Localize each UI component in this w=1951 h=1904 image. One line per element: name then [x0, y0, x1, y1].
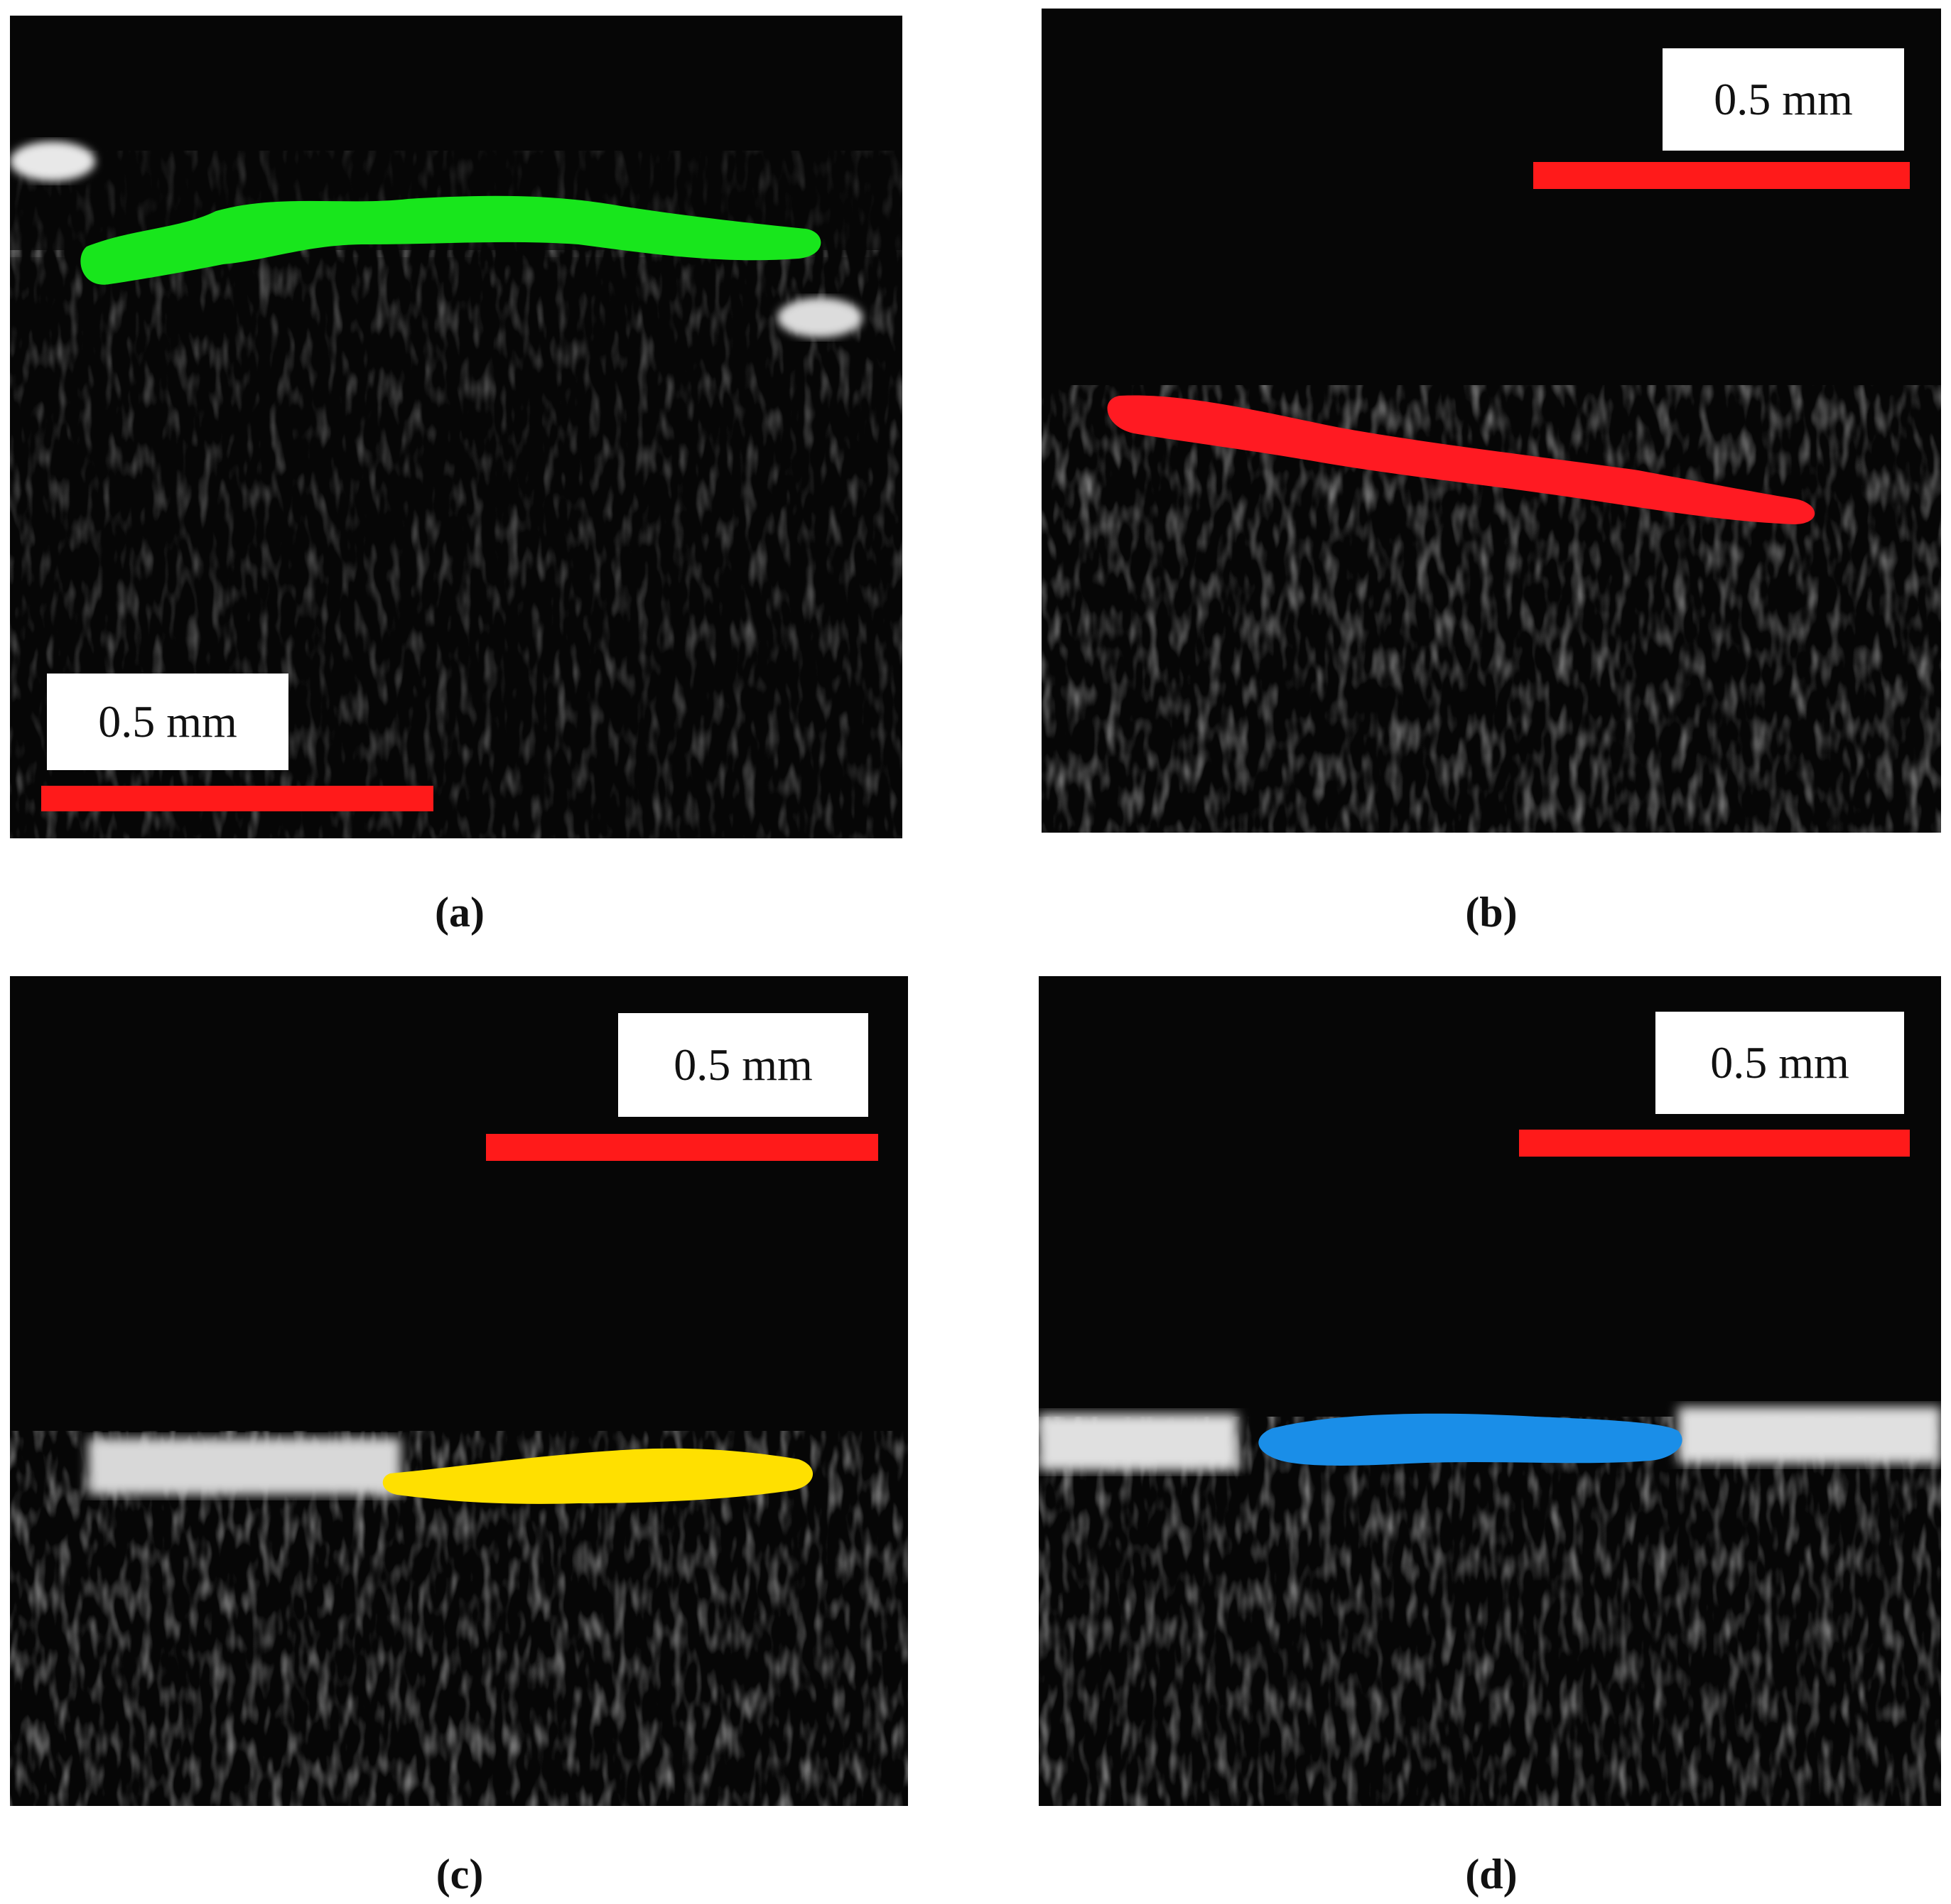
panel-d-image: 0.5 mm: [1039, 976, 1941, 1806]
scale-bar-b: [1533, 162, 1910, 189]
scale-label-b: 0.5 mm: [1714, 74, 1853, 124]
caption-b: (b): [1465, 889, 1518, 936]
yellow-segmentation-overlay: [382, 1448, 814, 1504]
scale-label-box-d: 0.5 mm: [1655, 1012, 1904, 1114]
red-segmentation-overlay: [1107, 395, 1815, 524]
blue-segmentation-overlay: [1258, 1413, 1682, 1466]
panel-b-image: 0.5 mm: [1042, 9, 1941, 833]
panel-a-image: 0.5 mm: [10, 16, 902, 838]
scale-label-d: 0.5 mm: [1710, 1037, 1849, 1088]
scale-label-box-c: 0.5 mm: [618, 1013, 868, 1117]
scale-label-c: 0.5 mm: [674, 1039, 813, 1090]
panel-c-ultrasound: [10, 1431, 908, 1806]
green-segmentation-overlay: [80, 195, 821, 285]
caption-a: (a): [435, 889, 485, 936]
caption-d: (d): [1465, 1851, 1518, 1898]
scale-bar-d: [1519, 1130, 1910, 1157]
panel-d-ultrasound: [1039, 1407, 1941, 1806]
caption-c: (c): [436, 1851, 484, 1898]
scale-label-box-a: 0.5 mm: [47, 674, 288, 770]
bright-surface-band: [88, 1438, 401, 1495]
bright-reflection-left: [10, 141, 95, 181]
bright-surface-left: [1039, 1414, 1238, 1471]
scale-bar-a: [41, 786, 433, 811]
scale-label-box-b: 0.5 mm: [1663, 48, 1904, 151]
panel-b-ultrasound: [1042, 385, 1941, 833]
scale-label-a: 0.5 mm: [98, 696, 237, 747]
scale-bar-c: [486, 1134, 878, 1161]
panel-c-image: 0.5 mm: [10, 976, 908, 1806]
bright-reflection-right: [777, 298, 863, 337]
bright-surface-right: [1678, 1407, 1941, 1464]
